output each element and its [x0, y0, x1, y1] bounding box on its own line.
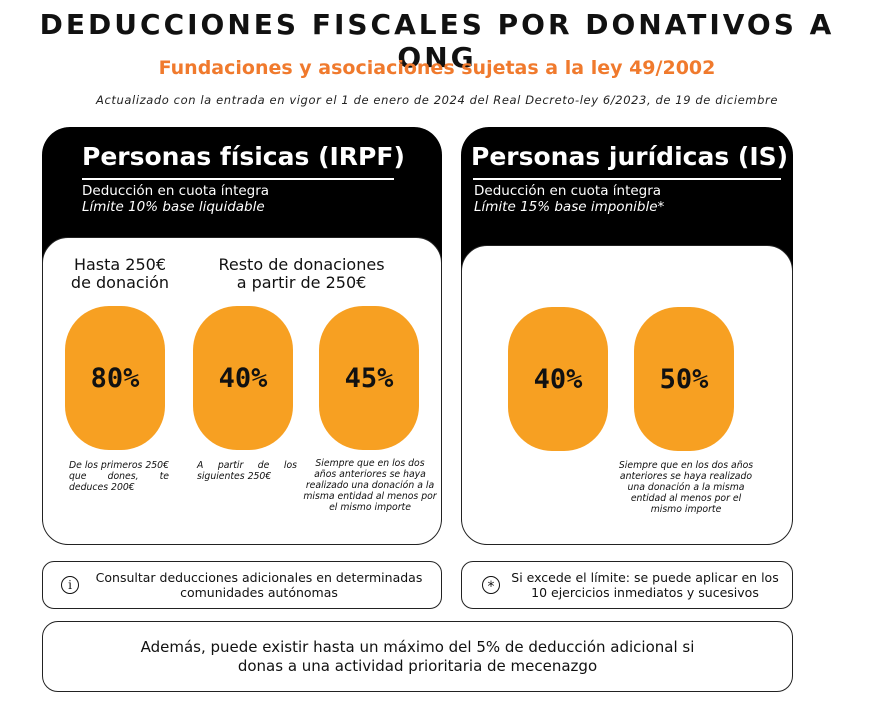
additional-deduction-text: Además, puede existir hasta un máximo de…	[140, 637, 695, 675]
rate-80-pill: 80%	[65, 306, 165, 450]
info-icon: i	[61, 576, 79, 594]
rate-40-note: A partir de los siguientes 250€	[197, 460, 297, 482]
irpf-deduction: Deducción en cuota íntegra	[82, 183, 270, 199]
irpf-heading-first: Hasta 250€ de donación	[70, 255, 170, 292]
irpf-limit: Límite 10% base liquidable	[82, 199, 265, 215]
irpf-title: Personas físicas (IRPF)	[82, 142, 405, 171]
update-note: Actualizado con la entrada en vigor el 1…	[95, 93, 778, 107]
regional-deductions-text: Consultar deducciones adicionales en det…	[95, 570, 423, 600]
is-title: Personas jurídicas (IS)	[471, 142, 789, 171]
irpf-description: Deducción en cuota íntegra Límite 10% ba…	[82, 183, 412, 215]
rate-is-50-pill: 50%	[634, 307, 734, 451]
rate-is-50-note: Siempre que en los dos años anteriores s…	[618, 460, 754, 515]
irpf-heading-rest: Resto de donaciones a partir de 250€	[218, 255, 385, 292]
is-inner-panel: 40% 50% Siempre que en los dos años ante…	[461, 245, 793, 545]
irpf-inner-panel: Hasta 250€ de donación Resto de donacion…	[42, 237, 442, 545]
irpf-title-rule	[82, 178, 394, 180]
is-limit: Límite 15% base imponible*	[474, 199, 665, 215]
page-subtitle: Fundaciones y asociaciones sujetas a la …	[158, 57, 716, 79]
limit-exceeded-text: Si excede el límite: se puede aplicar en…	[511, 570, 779, 600]
asterisk-icon: *	[482, 576, 500, 595]
rate-is-40-pill: 40%	[508, 307, 608, 451]
limit-exceeded-box: * Si excede el límite: se puede aplicar …	[461, 561, 793, 609]
rate-45-note: Siempre que en los dos años anteriores s…	[303, 458, 437, 513]
is-description: Deducción en cuota íntegra Límite 15% ba…	[474, 183, 774, 215]
page-title: DEDUCCIONES FISCALES POR DONATIVOS A ONG	[39, 8, 835, 74]
is-deduction: Deducción en cuota íntegra	[474, 183, 662, 199]
regional-deductions-box: i Consultar deducciones adicionales en d…	[42, 561, 442, 609]
is-title-rule	[473, 178, 781, 180]
rate-80-note: De los primeros 250€ que dones, te deduc…	[69, 460, 169, 493]
is-panel: Personas jurídicas (IS) Deducción en cuo…	[461, 127, 793, 545]
rate-45-pill: 45%	[319, 306, 419, 450]
rate-40-pill: 40%	[193, 306, 293, 450]
additional-deduction-box: Además, puede existir hasta un máximo de…	[42, 621, 793, 692]
irpf-panel: Personas físicas (IRPF) Deducción en cuo…	[42, 127, 442, 545]
